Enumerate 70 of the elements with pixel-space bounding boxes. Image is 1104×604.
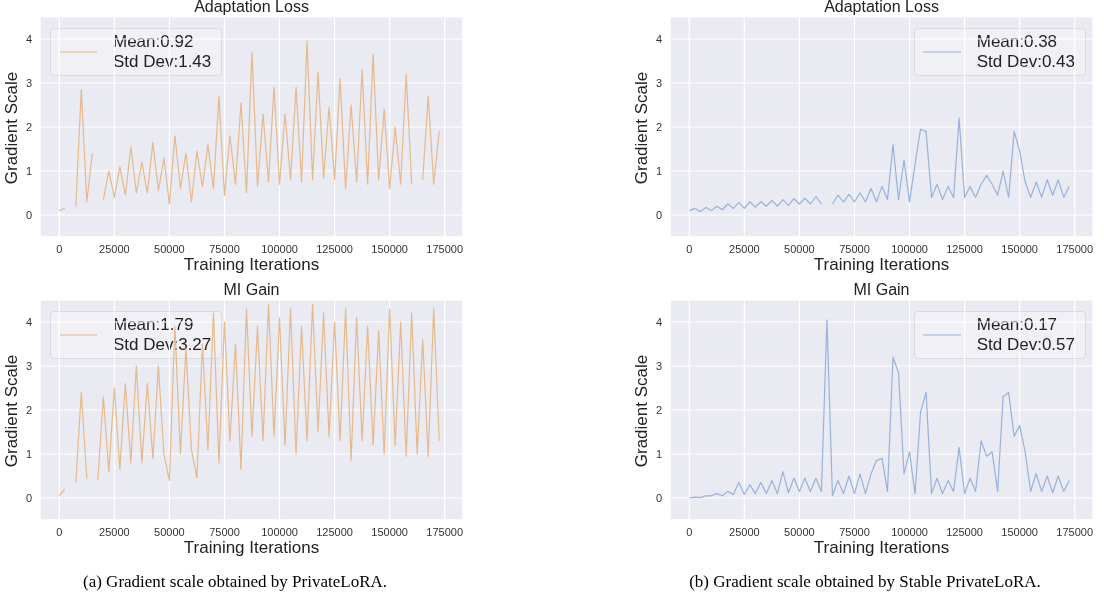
x-tick-label: 125000	[946, 242, 983, 255]
y-tick-label: 2	[655, 403, 662, 416]
legend-label: Mean:0.38 Std Dev:0.43	[976, 32, 1075, 72]
x-tick-label: 125000	[316, 242, 353, 255]
x-tick-label: 150000	[371, 242, 409, 255]
x-tick-label: 75000	[209, 242, 240, 255]
x-tick-label: 50000	[154, 242, 185, 255]
legend-label: Mean:0.17 Std Dev:0.57	[976, 315, 1075, 355]
x-tick-label: 150000	[371, 525, 409, 538]
y-tick-label: 1	[25, 164, 32, 177]
text: (b) Gradient scale obtained by Stable PrivateLoRA.	[688, 572, 1042, 592]
y-tick-label: 0	[25, 208, 32, 221]
x-tick-label: 125000	[946, 525, 983, 538]
chart-title: Adaptation Loss	[823, 0, 940, 16]
y-tick-label: 2	[25, 120, 32, 133]
x-tick-label: 75000	[209, 525, 240, 538]
y-tick-label: 1	[655, 447, 662, 460]
x-tick-label: 100000	[891, 242, 928, 255]
x-axis-title: Training Iterations	[812, 538, 951, 558]
y-tick-label: 0	[655, 491, 662, 504]
y-tick-label: 4	[25, 32, 32, 45]
x-tick-label: 50000	[154, 525, 185, 538]
y-tick-label: 1	[25, 447, 32, 460]
chart-title: Adaptation Loss	[193, 0, 310, 16]
x-tick-label: 175000	[426, 242, 464, 255]
y-tick-label: 3	[25, 359, 32, 372]
x-tick-label: 50000	[784, 525, 815, 538]
x-tick-label: 100000	[261, 242, 298, 255]
x-tick-label: 25000	[729, 242, 760, 255]
y-tick-label: 2	[25, 403, 32, 416]
chart-title: MI Gain	[222, 281, 281, 299]
x-tick-label: 50000	[784, 242, 815, 255]
x-axis-title: Training Iterations	[812, 255, 951, 275]
x-tick-label: 25000	[729, 525, 760, 538]
x-tick-label: 175000	[1056, 242, 1094, 255]
x-tick-label: 175000	[426, 525, 464, 538]
x-tick-label: 0	[686, 242, 693, 255]
x-tick-label: 125000	[316, 525, 353, 538]
x-tick-label: 150000	[1001, 242, 1039, 255]
x-tick-label: 75000	[839, 525, 870, 538]
x-tick-label: 75000	[839, 242, 870, 255]
x-tick-label: 0	[686, 525, 693, 538]
x-axis-title: Training Iterations	[182, 538, 321, 558]
x-tick-label: 100000	[261, 525, 298, 538]
x-tick-label: 0	[56, 525, 63, 538]
x-tick-label: 150000	[1001, 525, 1039, 538]
y-tick-label: 3	[655, 359, 662, 372]
chart-title: MI Gain	[852, 281, 911, 299]
y-tick-label: 2	[655, 120, 662, 133]
x-tick-label: 175000	[1056, 525, 1094, 538]
x-tick-label: 100000	[891, 525, 928, 538]
y-tick-label: 3	[655, 76, 662, 89]
y-axis-title: Gradient Scale	[2, 71, 22, 185]
y-tick-label: 4	[655, 32, 662, 45]
x-tick-label: 25000	[99, 242, 130, 255]
y-axis-title: Gradient Scale	[2, 354, 22, 468]
x-tick-label: 25000	[99, 525, 130, 538]
y-tick-label: 0	[25, 491, 32, 504]
y-tick-label: 4	[655, 315, 662, 328]
y-axis-title: Gradient Scale	[632, 71, 652, 185]
y-tick-label: 1	[655, 164, 662, 177]
legend-label: Mean:0.92 Std Dev:1.43	[113, 32, 212, 72]
legend-label: Mean:1.79 Std Dev:3.27	[113, 315, 212, 355]
x-tick-label: 0	[56, 242, 63, 255]
y-tick-label: 3	[25, 76, 32, 89]
x-axis-title: Training Iterations	[182, 255, 321, 275]
y-axis-title: Gradient Scale	[632, 354, 652, 468]
y-tick-label: 0	[655, 208, 662, 221]
y-tick-label: 4	[25, 315, 32, 328]
text: (a) Gradient scale obtained by PrivateLoRA.	[82, 572, 388, 592]
